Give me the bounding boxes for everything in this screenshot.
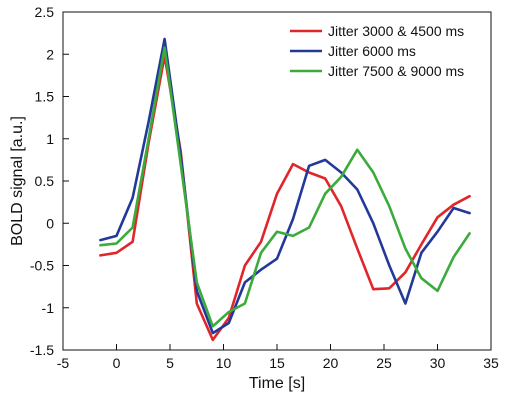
y-axis-title: BOLD signal [a.u.] xyxy=(9,116,26,246)
legend-label-2: Jitter 6000 ms xyxy=(328,43,416,59)
y-tick-label: -1.5 xyxy=(30,342,54,358)
x-tick-label: 5 xyxy=(166,355,174,371)
series-group xyxy=(99,37,471,342)
x-axis-title: Time [s] xyxy=(249,375,305,392)
x-tick-label: 10 xyxy=(216,355,232,371)
series-line-3 xyxy=(99,46,471,328)
x-tick-label: 35 xyxy=(483,355,499,371)
y-tick-label: 0 xyxy=(46,215,54,231)
y-tick-label: 2 xyxy=(46,46,54,62)
legend: Jitter 3000 & 4500 ms Jitter 6000 ms Jitte… xyxy=(290,23,464,79)
x-axis: -5 0 5 10 15 20 25 30 35 xyxy=(57,344,499,371)
x-tick-label: 15 xyxy=(269,355,285,371)
y-tick-label: 2.5 xyxy=(35,4,55,20)
y-tick-label: 1.5 xyxy=(35,89,55,105)
y-tick-label: 0.5 xyxy=(35,173,55,189)
legend-label-3: Jitter 7500 & 9000 ms xyxy=(328,63,464,79)
y-tick-label: -0.5 xyxy=(30,258,54,274)
x-tick-label: 30 xyxy=(430,355,446,371)
series-line-1 xyxy=(99,54,471,342)
x-tick-label: 25 xyxy=(376,355,392,371)
y-axis: -1.5 -1 -0.5 0 0.5 1 1.5 2 2.5 xyxy=(30,4,69,358)
x-tick-label: -5 xyxy=(57,355,70,371)
legend-label-1: Jitter 3000 & 4500 ms xyxy=(328,23,464,39)
x-tick-label: 20 xyxy=(323,355,339,371)
x-tick-label: 0 xyxy=(113,355,121,371)
y-tick-label: 1 xyxy=(46,131,54,147)
y-tick-label: -1 xyxy=(42,300,55,316)
series-line-2 xyxy=(99,37,471,335)
